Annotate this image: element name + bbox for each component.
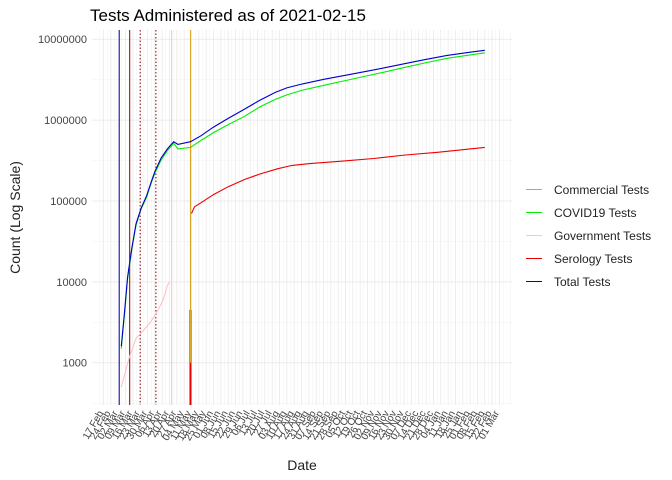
- legend-item: COVID19 Tests: [526, 201, 651, 224]
- series-line: [120, 49, 485, 347]
- legend-key: [526, 258, 542, 259]
- legend-item: Government Tests: [526, 224, 651, 247]
- legend-key: [526, 189, 542, 190]
- legend-item: Serology Tests: [526, 247, 651, 270]
- legend-label: Government Tests: [554, 228, 652, 243]
- y-tick-label: 1000: [63, 358, 87, 370]
- legend-item: Total Tests: [526, 270, 651, 293]
- y-axis-label: Count (Log Scale): [7, 161, 23, 274]
- y-tick-label: 10000: [56, 277, 87, 289]
- legend-key: [526, 212, 542, 213]
- legend-label: Commercial Tests: [554, 182, 650, 197]
- legend-label: COVID19 Tests: [554, 205, 637, 220]
- y-tick-label: 10000000: [38, 34, 87, 46]
- legend-key: [526, 235, 542, 236]
- x-axis-label: Date: [287, 457, 317, 473]
- legend: Commercial Tests COVID19 Tests Government …: [526, 178, 651, 293]
- y-tick-label: 1000000: [44, 115, 87, 127]
- y-tick-label: 100000: [50, 196, 87, 208]
- legend-label: Serology Tests: [554, 251, 633, 266]
- series-line: [190, 146, 485, 214]
- legend-label: Total Tests: [554, 274, 611, 289]
- legend-key: [526, 281, 542, 282]
- series-line: [120, 281, 170, 388]
- chart-title: Tests Administered as of 2021-02-15: [90, 6, 366, 25]
- legend-item: Commercial Tests: [526, 178, 651, 201]
